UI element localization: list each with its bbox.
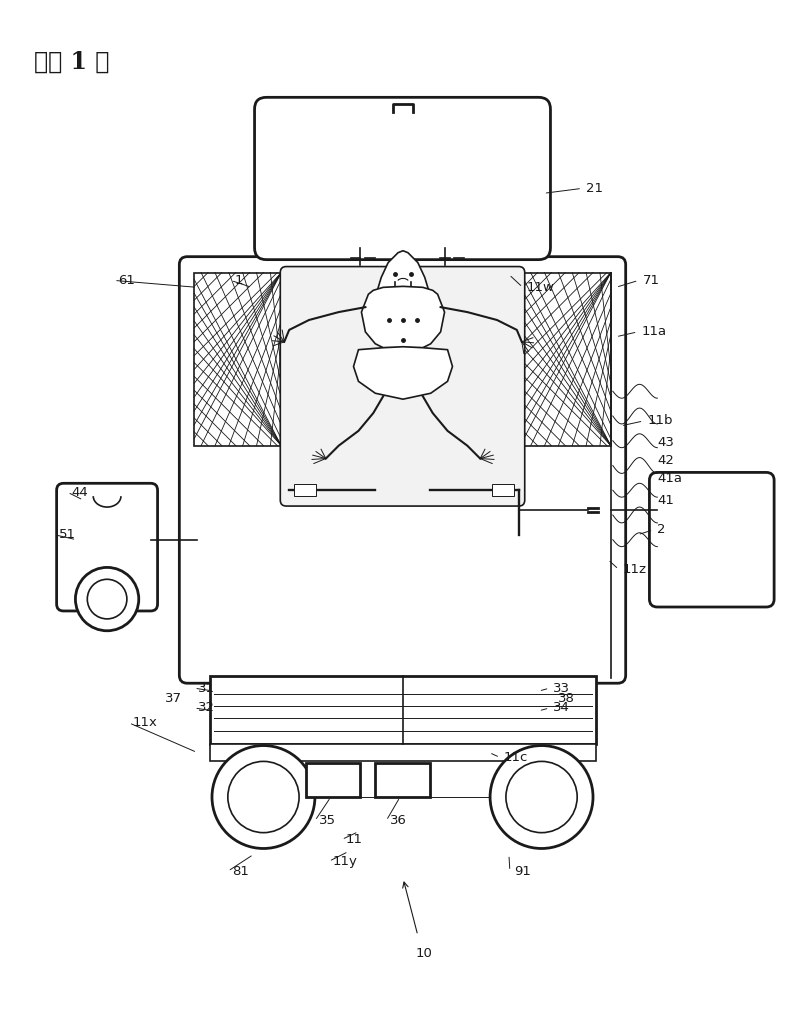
Bar: [306, 763, 360, 797]
Text: 38: 38: [559, 691, 575, 705]
FancyBboxPatch shape: [56, 483, 157, 611]
Text: 1: 1: [235, 273, 243, 287]
Text: 61: 61: [118, 273, 135, 287]
FancyBboxPatch shape: [650, 472, 774, 607]
Circle shape: [76, 567, 139, 631]
Circle shape: [506, 762, 577, 833]
Text: 11c: 11c: [504, 751, 528, 764]
Polygon shape: [376, 251, 430, 327]
FancyBboxPatch shape: [180, 257, 625, 683]
Text: 10: 10: [416, 947, 433, 959]
Text: 32: 32: [198, 701, 215, 715]
Text: 51: 51: [59, 528, 76, 542]
Bar: [492, 484, 514, 497]
Circle shape: [212, 745, 315, 849]
Text: 11w: 11w: [526, 281, 555, 294]
Text: 71: 71: [642, 273, 659, 287]
FancyBboxPatch shape: [255, 97, 550, 260]
Circle shape: [490, 745, 593, 849]
Text: 11a: 11a: [642, 326, 667, 338]
Text: 91: 91: [514, 864, 530, 878]
Bar: [376, 763, 430, 797]
Bar: [210, 743, 596, 762]
Text: 【図 1 】: 【図 1 】: [34, 50, 110, 74]
FancyBboxPatch shape: [280, 266, 525, 506]
Text: 11x: 11x: [133, 717, 158, 729]
Bar: [524, 272, 611, 445]
Text: 2: 2: [658, 523, 666, 537]
Text: 35: 35: [319, 814, 336, 827]
Text: 21: 21: [586, 182, 603, 195]
Text: 11b: 11b: [647, 415, 673, 427]
Text: 41: 41: [658, 494, 674, 507]
Text: 11z: 11z: [623, 563, 646, 575]
Bar: [294, 484, 316, 497]
Text: 37: 37: [164, 691, 181, 705]
Bar: [194, 272, 281, 445]
Text: 41a: 41a: [658, 472, 683, 484]
Text: 11y: 11y: [333, 855, 358, 868]
Text: 44: 44: [72, 485, 88, 499]
Text: 34: 34: [554, 701, 571, 715]
Text: 33: 33: [554, 682, 571, 694]
Circle shape: [228, 762, 299, 833]
Text: 81: 81: [232, 864, 249, 878]
Bar: [210, 676, 596, 743]
Text: 43: 43: [658, 436, 674, 450]
Text: 11: 11: [346, 834, 363, 846]
Text: 36: 36: [390, 814, 407, 827]
Text: 42: 42: [658, 454, 674, 467]
Circle shape: [87, 580, 127, 618]
Text: 31: 31: [198, 682, 215, 694]
Polygon shape: [361, 287, 445, 348]
Polygon shape: [354, 347, 452, 399]
